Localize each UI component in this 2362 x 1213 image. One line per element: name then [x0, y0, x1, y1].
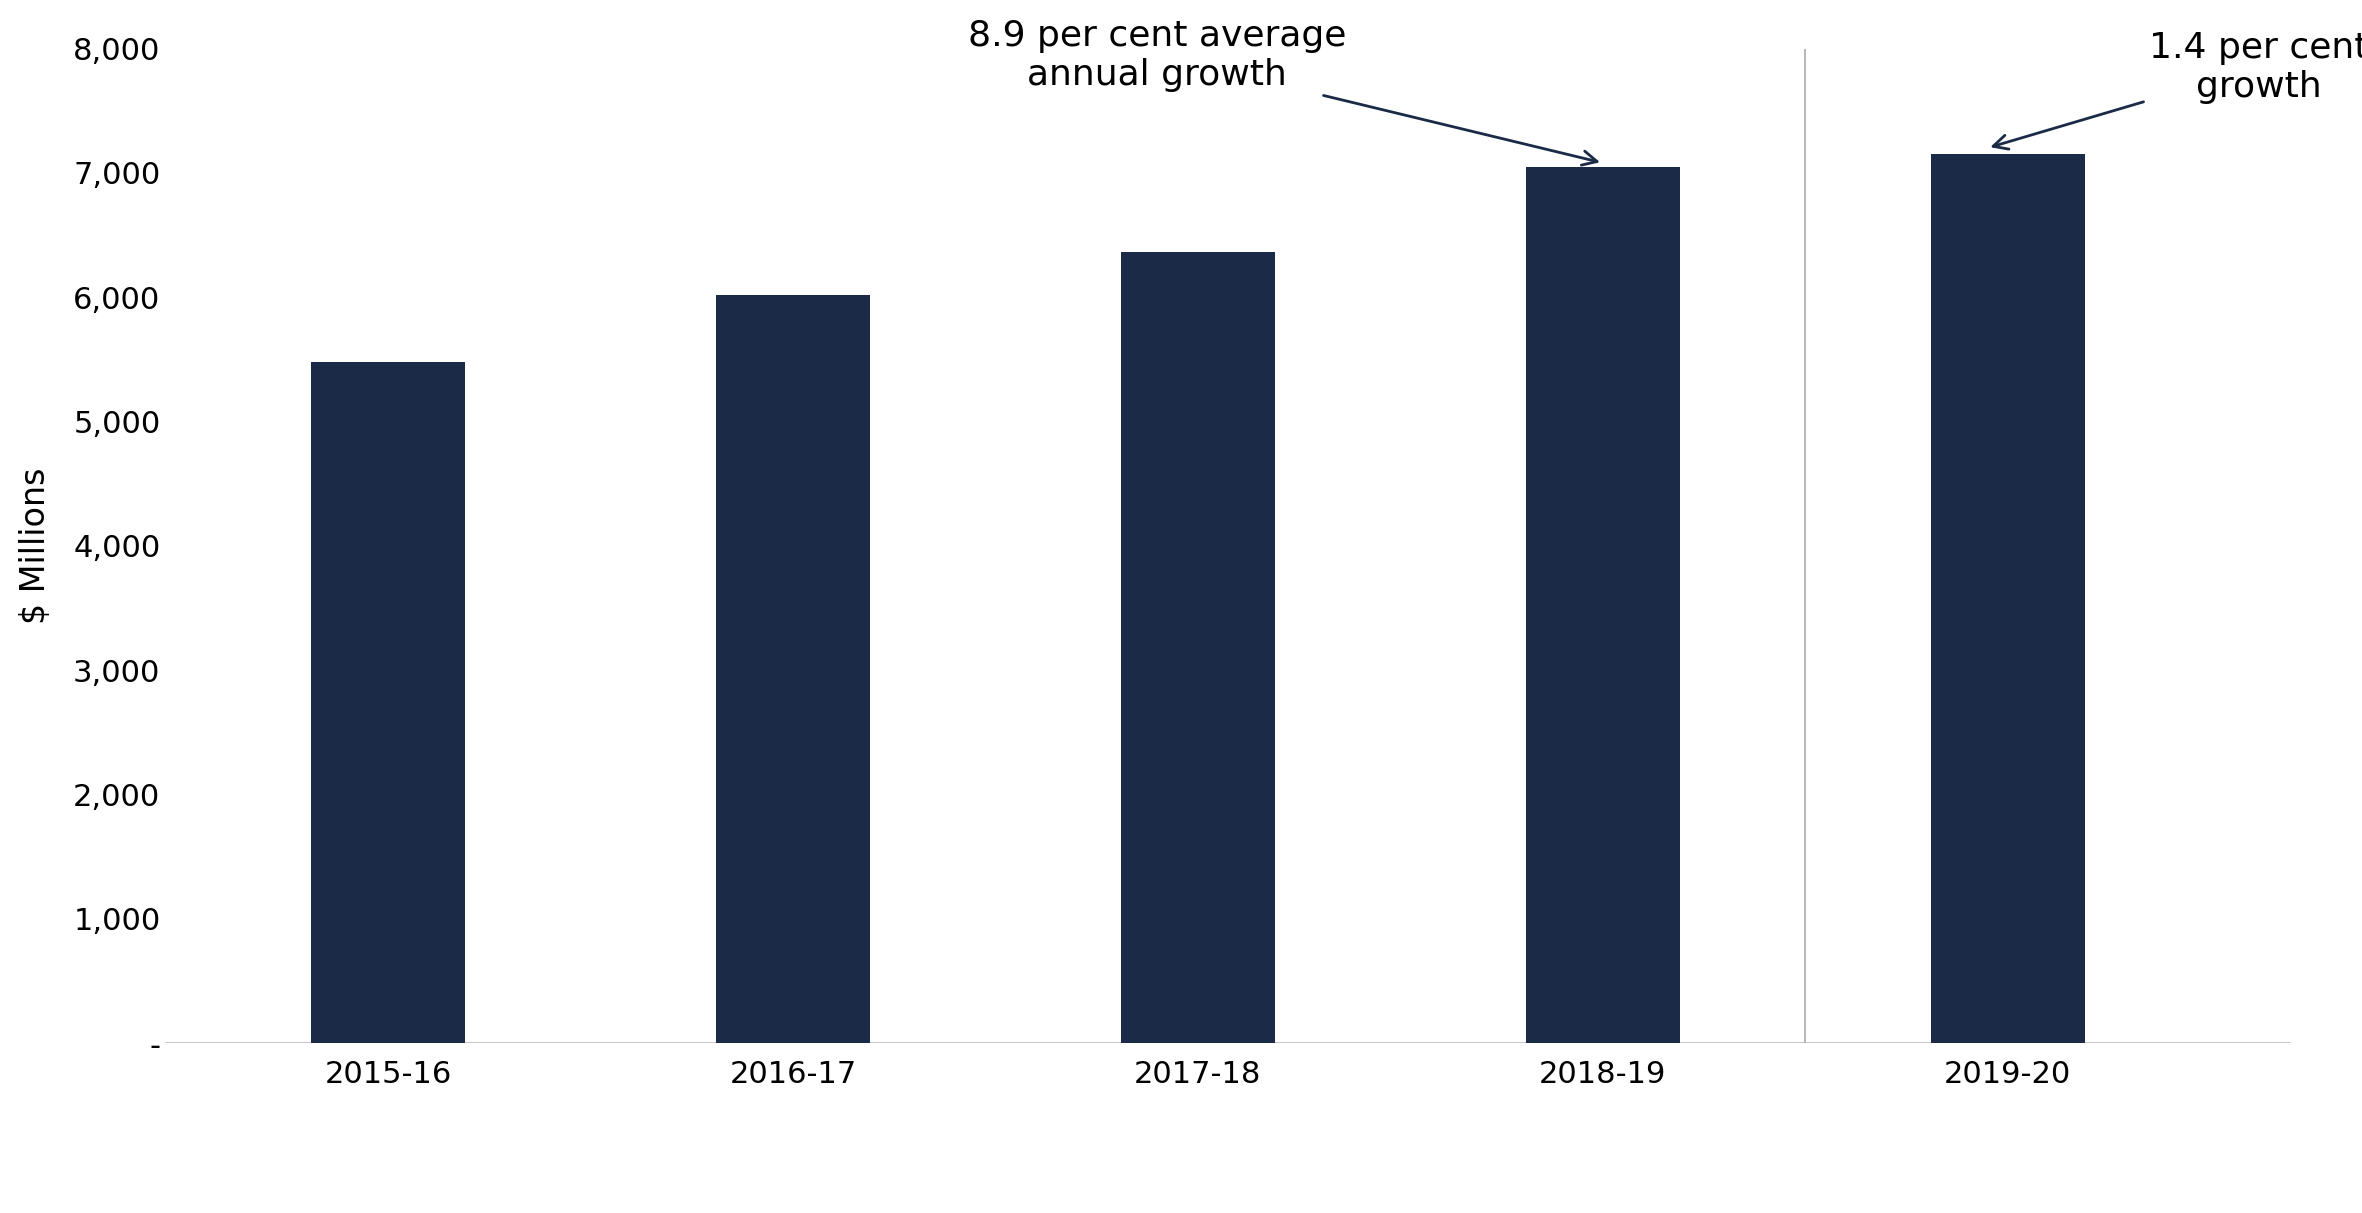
- Bar: [1122, 252, 1275, 1043]
- Bar: [716, 295, 869, 1043]
- Text: 8.9 per cent average
annual growth: 8.9 per cent average annual growth: [968, 18, 1597, 165]
- Bar: [1526, 166, 1679, 1043]
- Bar: [312, 361, 465, 1043]
- Bar: [1930, 154, 2086, 1043]
- Y-axis label: $ Millions: $ Millions: [19, 467, 52, 625]
- Text: 1.4 per cent
growth: 1.4 per cent growth: [1994, 32, 2362, 149]
